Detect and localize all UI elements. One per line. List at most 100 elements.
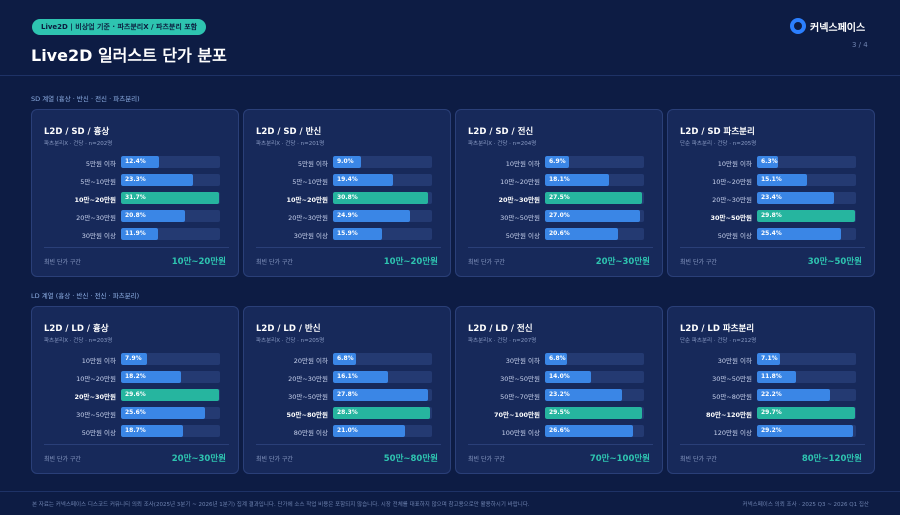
bar-track: 19.4% xyxy=(333,174,432,186)
category-label: 50만원 이상 xyxy=(505,232,540,240)
bar-row: 20만~30만원 23.4% xyxy=(668,192,876,204)
bar-row: 30만~50만원 14.0% xyxy=(456,371,664,383)
data-label: 12.4% xyxy=(125,158,146,165)
bar-row: 50만원 이상 18.7% xyxy=(32,425,240,437)
bar-track: 23.2% xyxy=(545,389,644,401)
bar xyxy=(121,192,220,204)
data-label: 25.4% xyxy=(761,230,782,237)
chart-subtitle: 파츠분리X · 건당 · n=204명 xyxy=(468,141,537,147)
logo-icon xyxy=(790,18,806,34)
data-label: 15.1% xyxy=(761,176,782,183)
category-label: 30만원 이하 xyxy=(717,357,752,365)
bar-row: 30만~50만원 27.8% xyxy=(244,389,452,401)
category-label: 30만~50만원 xyxy=(500,214,540,222)
data-label: 18.7% xyxy=(125,427,146,434)
bar-row: 50만~70만원 23.2% xyxy=(456,389,664,401)
data-label: 23.2% xyxy=(549,391,570,398)
bar-row: 5만원 이하 12.4% xyxy=(32,156,240,168)
category-label: 5만~10만원 xyxy=(80,178,116,186)
data-label: 22.2% xyxy=(761,391,782,398)
data-label: 19.4% xyxy=(337,176,358,183)
footnote: 본 자료는 커넥스페이스 디스코드 커뮤니티 의뢰 조사(2025년 3분기 ~… xyxy=(32,502,530,508)
bar-row: 10만원 이하 6.9% xyxy=(456,156,664,168)
mode-value: 50만~80만원 xyxy=(383,454,438,464)
chart-title: L2D / LD / 반신 xyxy=(256,324,321,334)
mode-value: 70만~100만원 xyxy=(589,454,650,464)
bar-track: 27.0% xyxy=(545,210,644,222)
bar xyxy=(333,210,411,222)
bar xyxy=(545,210,641,222)
footer: 본 자료는 커넥스페이스 디스코드 커뮤니티 의뢰 조사(2025년 3분기 ~… xyxy=(0,491,900,515)
category-label: 20만~30만원 xyxy=(74,393,116,401)
chart-subtitle: 파츠분리X · 건당 · n=205명 xyxy=(256,338,325,344)
bar-row: 30만~50만원 27.0% xyxy=(456,210,664,222)
bar xyxy=(757,407,855,419)
category-label: 10만~20만원 xyxy=(76,375,116,383)
data-label: 15.9% xyxy=(337,230,358,237)
bar xyxy=(757,210,856,222)
mode-value: 20만~30만원 xyxy=(595,257,650,267)
bar-track: 7.1% xyxy=(757,353,856,365)
data-label: 26.6% xyxy=(549,427,570,434)
bar xyxy=(545,407,643,419)
bar-row: 10만~20만원 30.8% xyxy=(244,192,452,204)
category-label: 20만원 이하 xyxy=(293,357,328,365)
chart-title: L2D / SD 파츠분리 xyxy=(680,127,755,137)
data-label: 16.1% xyxy=(337,373,358,380)
bar-track: 6.3% xyxy=(757,156,856,168)
bar-track: 6.8% xyxy=(545,353,644,365)
bar xyxy=(757,371,796,383)
category-label: 10만~20만원 xyxy=(74,196,116,204)
bar-track: 27.5% xyxy=(545,192,644,204)
data-label: 9.0% xyxy=(337,158,354,165)
data-label: 7.1% xyxy=(761,355,778,362)
category-label: 20만~30만원 xyxy=(288,214,328,222)
bar-track: 30.8% xyxy=(333,192,432,204)
chart-subtitle: 파츠분리X · 건당 · n=201명 xyxy=(256,141,325,147)
category-label: 5만~10만원 xyxy=(292,178,328,186)
data-label: 23.4% xyxy=(761,194,782,201)
bar-row: 30만~50만원 25.6% xyxy=(32,407,240,419)
bar xyxy=(333,228,383,240)
data-label: 29.6% xyxy=(125,391,146,398)
section-label-ld: LD 계열 (흉상 · 반신 · 전신 · 파츠분리) xyxy=(31,292,140,300)
bar xyxy=(333,174,394,186)
bar-track: 29.5% xyxy=(545,407,644,419)
bar-track: 11.9% xyxy=(121,228,220,240)
bar-row: 10만~20만원 31.7% xyxy=(32,192,240,204)
bar-track: 26.6% xyxy=(545,425,644,437)
bar-row: 20만~30만원 29.6% xyxy=(32,389,240,401)
bar-track: 9.0% xyxy=(333,156,432,168)
bar-track: 29.6% xyxy=(121,389,220,401)
bar-track: 24.9% xyxy=(333,210,432,222)
category-label: 20만~30만원 xyxy=(498,196,540,204)
category-label: 10만~20만원 xyxy=(712,178,752,186)
bar-row: 30만원 이상 11.9% xyxy=(32,228,240,240)
bar xyxy=(545,371,592,383)
data-label: 23.3% xyxy=(125,176,146,183)
bar xyxy=(757,174,807,186)
footer-source: 커넥스페이스 의뢰 조사 · 2025 Q3 ~ 2026 Q1 집산 xyxy=(742,502,869,508)
bar xyxy=(545,174,609,186)
bar-track: 14.0% xyxy=(545,371,644,383)
bar-row: 100만원 이상 26.6% xyxy=(456,425,664,437)
page-title: Live2D 일러스트 단가 분포 xyxy=(31,46,227,65)
category-label: 30만원 이상 xyxy=(293,232,328,240)
chart-title: L2D / SD / 반신 xyxy=(256,127,322,137)
bar xyxy=(545,228,618,240)
category-label: 10만원 이하 xyxy=(81,357,116,365)
bar xyxy=(333,192,429,204)
chart-card: L2D / LD 파츠분리 단순 파츠분리 · 건당 · n=212명 30만원 이… xyxy=(667,306,875,474)
category-label: 50만~80만원 xyxy=(712,393,752,401)
bar-row: 80만~120만원 29.7% xyxy=(668,407,876,419)
category-label: 30만원 이하 xyxy=(505,357,540,365)
chart-title: L2D / LD / 흉상 xyxy=(44,324,109,334)
data-label: 27.8% xyxy=(337,391,358,398)
bar xyxy=(757,192,835,204)
bar-track: 16.1% xyxy=(333,371,432,383)
chart-card: L2D / SD / 반신 파츠분리X · 건당 · n=201명 5만원 이하 9.… xyxy=(243,109,451,277)
bar-row: 70만~100만원 29.5% xyxy=(456,407,664,419)
divider xyxy=(680,444,865,445)
divider xyxy=(44,247,229,248)
data-label: 6.8% xyxy=(337,355,354,362)
